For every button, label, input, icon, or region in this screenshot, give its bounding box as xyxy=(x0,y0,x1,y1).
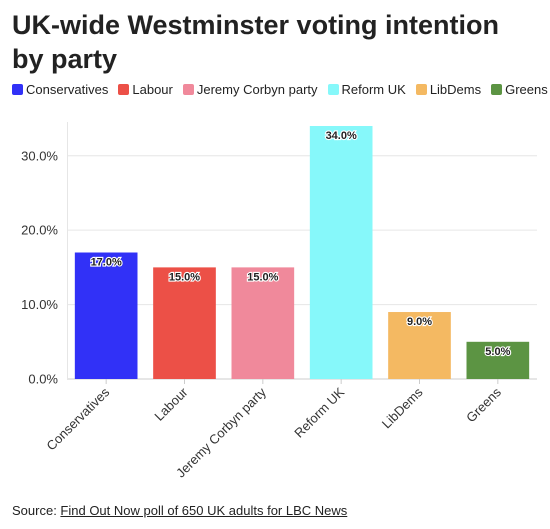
source-prefix: Source: xyxy=(12,503,61,518)
y-tick-label: 20.0% xyxy=(21,223,58,238)
legend-item[interactable]: LibDems xyxy=(415,82,482,97)
data-label: 9.0% xyxy=(407,316,432,328)
legend-item[interactable]: Greens xyxy=(491,82,548,97)
legend-swatch xyxy=(327,84,339,95)
x-tick-label: LibDems xyxy=(379,384,426,431)
data-label: 5.0% xyxy=(485,346,510,358)
source-note: Source: Find Out Now poll of 650 UK adul… xyxy=(12,503,347,518)
bar xyxy=(309,126,373,379)
bar xyxy=(153,267,216,379)
source-link[interactable]: Find Out Now poll of 650 UK adults for L… xyxy=(60,503,348,518)
x-tick-label: Jeremy Corbyn party xyxy=(173,384,269,480)
legend-label: Greens xyxy=(505,82,548,97)
x-tick-label: Conservatives xyxy=(43,384,112,453)
legend-label: Jeremy Corbyn party xyxy=(196,82,318,97)
legend-label: Reform UK xyxy=(341,82,406,97)
y-tick-label: 30.0% xyxy=(21,148,58,163)
bar xyxy=(231,267,295,379)
legend-label: Labour xyxy=(132,82,173,97)
legend-swatch xyxy=(182,84,194,95)
bar xyxy=(388,312,451,379)
bar xyxy=(74,252,138,379)
bar-chart: 0.0% 10.0% 20.0% 30.0% 17.0% Conservatives 15.… xyxy=(21,122,537,480)
data-label: 34.0% xyxy=(326,130,357,142)
legend-swatch xyxy=(415,84,427,95)
legend-swatch xyxy=(491,84,503,95)
chart-title: UK-wide Westminster voting intention by … xyxy=(12,10,500,74)
legend-item[interactable]: Conservatives xyxy=(12,82,108,97)
x-tick-label: Labour xyxy=(151,384,191,424)
data-label: 15.0% xyxy=(247,271,278,283)
y-tick-label: 0.0% xyxy=(28,372,58,387)
legend-item[interactable]: Reform UK xyxy=(327,82,406,97)
bar xyxy=(466,341,530,379)
x-tick-label: Reform UK xyxy=(291,384,347,440)
legend-item[interactable]: Labour xyxy=(118,82,173,97)
legend-swatch xyxy=(118,84,130,95)
legend-item[interactable]: Jeremy Corbyn party xyxy=(182,82,318,97)
legend-label: Conservatives xyxy=(26,82,109,97)
legend-label: LibDems xyxy=(429,82,482,97)
legend: Conservatives Labour Jeremy Corbyn party Re… xyxy=(12,82,548,97)
data-label: 15.0% xyxy=(169,271,200,283)
data-label: 17.0% xyxy=(91,257,122,269)
legend-swatch xyxy=(12,84,23,95)
x-tick-label: Greens xyxy=(463,384,504,425)
y-tick-label: 10.0% xyxy=(21,297,58,312)
